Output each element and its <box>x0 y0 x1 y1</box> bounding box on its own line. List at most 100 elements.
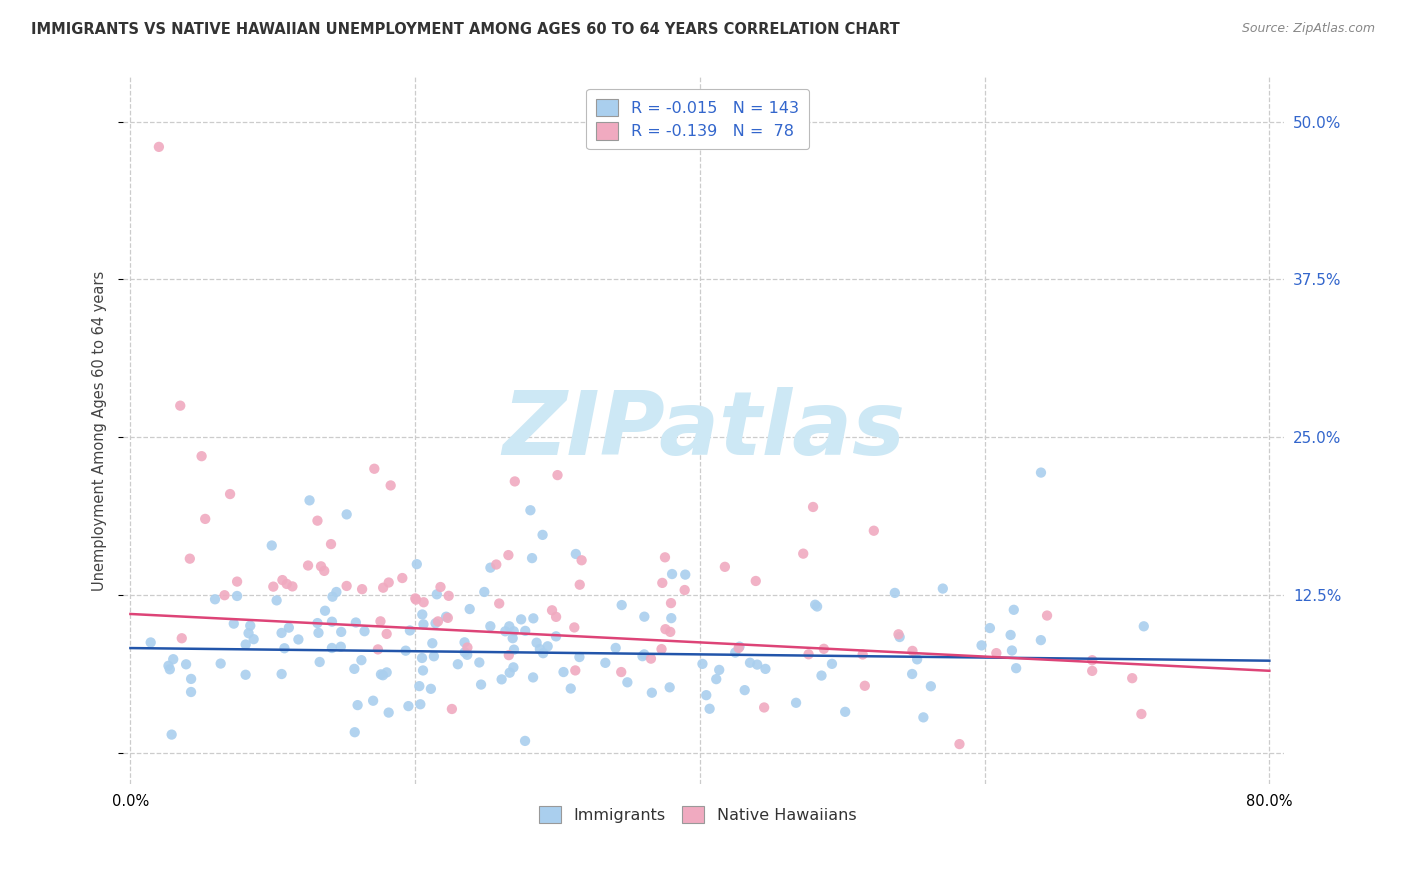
Point <box>239 618 262 632</box>
Point <box>270 626 292 640</box>
Point <box>704 672 727 686</box>
Point <box>948 737 970 751</box>
Point <box>307 616 329 631</box>
Point <box>238 626 260 640</box>
Point <box>159 662 181 676</box>
Point <box>920 679 942 693</box>
Point <box>180 685 202 699</box>
Point <box>659 611 682 625</box>
Point <box>659 596 682 610</box>
Point <box>425 616 447 631</box>
Point <box>519 503 541 517</box>
Point <box>404 591 426 606</box>
Point <box>214 588 236 602</box>
Point <box>526 636 548 650</box>
Point <box>454 645 477 659</box>
Point <box>344 615 367 630</box>
Point <box>367 642 389 657</box>
Point <box>276 577 298 591</box>
Point <box>912 710 935 724</box>
Point <box>174 657 197 672</box>
Point <box>314 564 336 578</box>
Point <box>568 650 591 665</box>
Point <box>194 512 217 526</box>
Point <box>640 651 662 665</box>
Point <box>970 639 993 653</box>
Point <box>502 624 524 639</box>
Point <box>336 579 359 593</box>
Point <box>468 656 491 670</box>
Point <box>281 579 304 593</box>
Point <box>148 140 170 154</box>
Point <box>162 652 184 666</box>
Point <box>852 648 875 662</box>
Point <box>901 667 924 681</box>
Point <box>329 640 352 654</box>
Point <box>260 539 283 553</box>
Point <box>503 475 526 489</box>
Point <box>352 582 374 596</box>
Point <box>631 649 654 664</box>
Point <box>658 681 681 695</box>
Point <box>391 571 413 585</box>
Point <box>308 655 330 669</box>
Point <box>547 468 569 483</box>
Point <box>901 644 924 658</box>
Point <box>785 696 807 710</box>
Point <box>633 648 655 662</box>
Point <box>412 617 434 632</box>
Point <box>1130 706 1153 721</box>
Point <box>546 610 568 624</box>
Point <box>456 648 478 662</box>
Point <box>297 558 319 573</box>
Point <box>222 616 245 631</box>
Point <box>887 627 910 641</box>
Point <box>709 663 731 677</box>
Text: IMMIGRANTS VS NATIVE HAWAIIAN UNEMPLOYMENT AMONG AGES 60 TO 64 YEARS CORRELATION: IMMIGRANTS VS NATIVE HAWAIIAN UNEMPLOYME… <box>31 22 900 37</box>
Point <box>986 646 1008 660</box>
Point <box>1133 619 1156 633</box>
Point <box>752 700 775 714</box>
Point <box>377 575 399 590</box>
Point <box>273 641 295 656</box>
Point <box>692 657 714 671</box>
Point <box>531 646 554 660</box>
Point <box>321 590 343 604</box>
Point <box>361 694 384 708</box>
Point <box>411 651 433 665</box>
Point <box>157 658 180 673</box>
Point <box>724 646 747 660</box>
Point <box>1002 603 1025 617</box>
Point <box>373 581 395 595</box>
Point <box>436 611 458 625</box>
Point <box>498 548 520 562</box>
Point <box>380 478 402 492</box>
Point <box>616 675 638 690</box>
Point <box>453 635 475 649</box>
Point <box>568 578 591 592</box>
Point <box>409 698 432 712</box>
Point <box>235 667 257 681</box>
Point <box>633 609 655 624</box>
Point <box>1121 671 1143 685</box>
Point <box>728 640 751 654</box>
Point <box>813 641 835 656</box>
Point <box>544 629 567 643</box>
Point <box>491 673 513 687</box>
Point <box>905 652 928 666</box>
Point <box>235 638 257 652</box>
Point <box>277 621 299 635</box>
Point <box>434 609 457 624</box>
Point <box>804 598 827 612</box>
Point <box>343 662 366 676</box>
Point <box>494 624 516 639</box>
Point <box>1001 643 1024 657</box>
Point <box>522 670 544 684</box>
Point <box>654 622 676 636</box>
Point <box>458 602 481 616</box>
Point <box>472 585 495 599</box>
Point <box>321 615 343 629</box>
Point <box>375 627 398 641</box>
Point <box>411 607 433 622</box>
Point <box>209 657 232 671</box>
